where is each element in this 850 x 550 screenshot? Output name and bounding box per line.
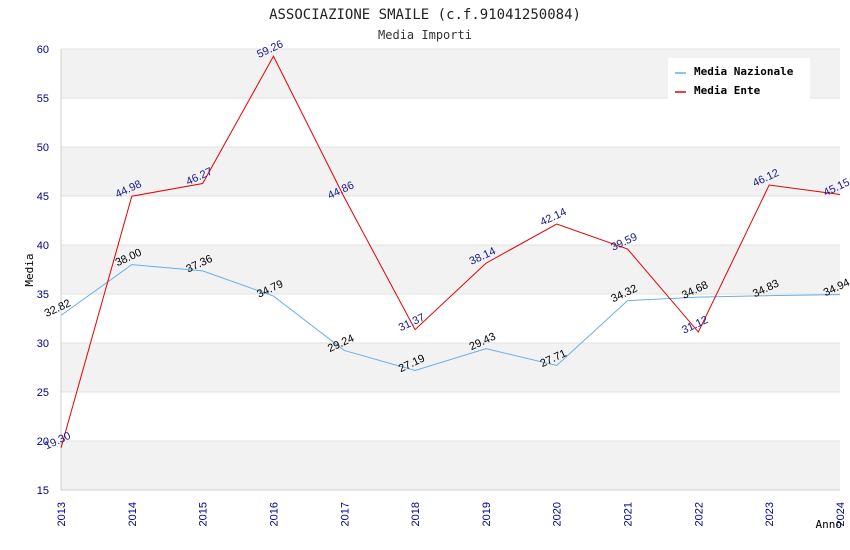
axes [60,49,840,491]
y-tick-label: 40 [37,240,49,252]
y-tick-label: 20 [37,436,49,448]
data-label-ente: 42.14 [538,206,568,229]
x-tick-label: 2021 [623,502,635,526]
x-tick-label: 2024 [835,502,847,526]
band [61,343,840,392]
y-axis-label: Media [23,253,36,286]
y-tick-label: 55 [37,93,49,105]
data-label-ente: 31.12 [680,314,710,337]
y-tick-label: 25 [37,387,49,399]
series-line-nazionale [60,264,841,372]
x-tick-label: 2014 [127,502,139,526]
data-label-ente: 31.37 [397,312,427,335]
y-tick-label: 35 [37,289,49,301]
y-tick-labels: 15 20 25 30 35 40 45 50 55 60 [37,44,49,497]
y-tick-label: 15 [37,485,49,497]
chart-subtitle: Media Importi [378,28,472,42]
x-tick-label: 2018 [410,502,422,526]
legend: Media Nazionale Media Ente [668,58,810,102]
band [61,147,840,196]
legend-label-nazionale: Media Nazionale [694,65,794,78]
x-tick-label: 2022 [693,502,705,526]
gridlines [61,48,840,491]
legend-label-ente: Media Ente [694,84,761,97]
band [61,245,840,294]
chart-title: ASSOCIAZIONE SMAILE (c.f.91041250084) [269,7,581,23]
y-tick-label: 60 [37,44,49,56]
background-bands [61,49,840,490]
x-tick-label: 2017 [339,502,351,526]
x-tick-label: 2016 [268,502,280,526]
legend-box [668,58,810,102]
series-lines [60,55,841,448]
y-tick-label: 30 [37,338,49,350]
x-tick-label: 2015 [198,502,210,526]
x-axis-label: Anno [816,518,843,531]
x-tick-labels: 2013 2014 2015 2016 2017 2018 2019 2020 2021 2022… [56,502,847,526]
x-tick-label: 2013 [56,502,68,526]
x-tick-label: 2020 [552,502,564,526]
y-tick-label: 45 [37,191,49,203]
x-tick-label: 2023 [764,502,776,526]
band [61,441,840,490]
x-tick-label: 2019 [481,502,493,526]
y-tick-label: 50 [37,142,49,154]
series-line-ente [60,55,841,448]
